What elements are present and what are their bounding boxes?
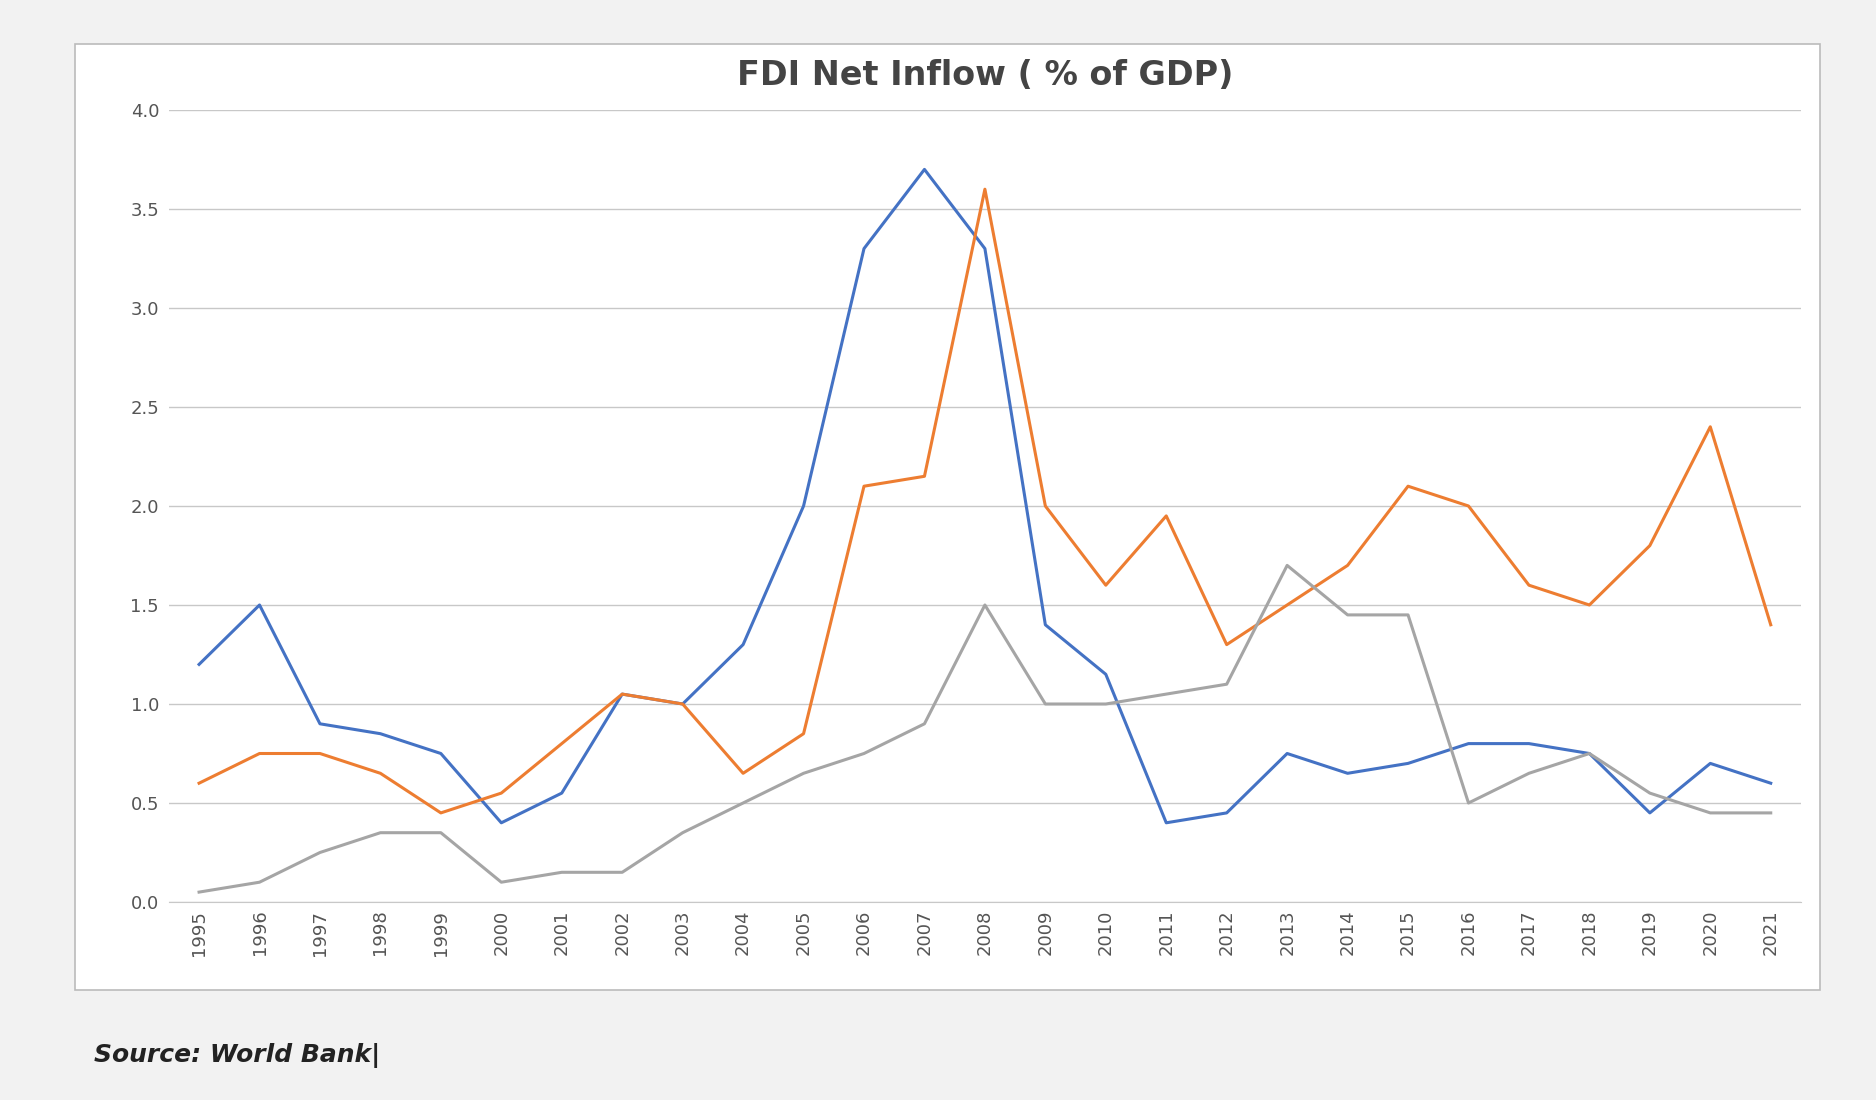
- Pakistan: [1276, 747, 1298, 760]
- Bangladesh: [430, 826, 452, 839]
- Pakistan: [974, 242, 996, 255]
- Pakistan: [612, 688, 634, 701]
- Pakistan: [1094, 668, 1116, 681]
- India: [1094, 579, 1116, 592]
- Bangladesh: [1336, 608, 1358, 622]
- Pakistan: [430, 747, 452, 760]
- Bangladesh: [792, 767, 814, 780]
- Title: FDI Net Inflow ( % of GDP): FDI Net Inflow ( % of GDP): [737, 59, 1233, 92]
- India: [792, 727, 814, 740]
- Bangladesh: [310, 846, 332, 859]
- India: [974, 183, 996, 196]
- Pakistan: [1518, 737, 1540, 750]
- Pakistan: [1398, 757, 1420, 770]
- Bangladesh: [370, 826, 392, 839]
- Bangladesh: [1578, 747, 1600, 760]
- Bangladesh: [1034, 697, 1056, 711]
- Pakistan: [1216, 806, 1238, 820]
- Pakistan: [792, 499, 814, 513]
- Bangladesh: [1518, 767, 1540, 780]
- Pakistan: [1578, 747, 1600, 760]
- Bangladesh: [1638, 786, 1660, 800]
- Pakistan: [1336, 767, 1358, 780]
- Pakistan: [1700, 757, 1722, 770]
- Bangladesh: [1094, 697, 1116, 711]
- Pakistan: [1458, 737, 1480, 750]
- India: [1034, 499, 1056, 513]
- Pakistan: [854, 242, 876, 255]
- Pakistan: [310, 717, 332, 730]
- India: [188, 777, 210, 790]
- Bangladesh: [1156, 688, 1178, 701]
- India: [1518, 579, 1540, 592]
- India: [248, 747, 270, 760]
- Bangladesh: [974, 598, 996, 612]
- India: [672, 697, 694, 711]
- India: [1156, 509, 1178, 522]
- India: [310, 747, 332, 760]
- Bangladesh: [1760, 806, 1782, 820]
- Pakistan: [1638, 806, 1660, 820]
- India: [1458, 499, 1480, 513]
- India: [430, 806, 452, 820]
- India: [1760, 618, 1782, 631]
- Bangladesh: [672, 826, 694, 839]
- Bangladesh: [1398, 608, 1420, 622]
- India: [1276, 598, 1298, 612]
- Line: Pakistan: Pakistan: [199, 169, 1771, 823]
- Bangladesh: [612, 866, 634, 879]
- Bangladesh: [1216, 678, 1238, 691]
- India: [1578, 598, 1600, 612]
- Bangladesh: [550, 866, 572, 879]
- Pakistan: [490, 816, 512, 829]
- Line: India: India: [199, 189, 1771, 813]
- Bangladesh: [914, 717, 936, 730]
- India: [612, 688, 634, 701]
- Bangladesh: [854, 747, 876, 760]
- Text: Source: World Bank|: Source: World Bank|: [94, 1044, 381, 1068]
- Pakistan: [370, 727, 392, 740]
- India: [550, 737, 572, 750]
- Pakistan: [1760, 777, 1782, 790]
- Bangladesh: [1700, 806, 1722, 820]
- Bangladesh: [188, 886, 210, 899]
- India: [1398, 480, 1420, 493]
- Bangladesh: [490, 876, 512, 889]
- India: [732, 767, 754, 780]
- Pakistan: [672, 697, 694, 711]
- Pakistan: [248, 598, 270, 612]
- India: [1700, 420, 1722, 433]
- India: [490, 786, 512, 800]
- Pakistan: [914, 163, 936, 176]
- Bangladesh: [1276, 559, 1298, 572]
- Pakistan: [550, 786, 572, 800]
- Bangladesh: [732, 796, 754, 810]
- Line: Bangladesh: Bangladesh: [199, 565, 1771, 892]
- Bangladesh: [1458, 796, 1480, 810]
- Pakistan: [1156, 816, 1178, 829]
- Pakistan: [732, 638, 754, 651]
- India: [854, 480, 876, 493]
- India: [1216, 638, 1238, 651]
- Pakistan: [1034, 618, 1056, 631]
- India: [370, 767, 392, 780]
- India: [1336, 559, 1358, 572]
- Pakistan: [188, 658, 210, 671]
- Bangladesh: [248, 876, 270, 889]
- India: [914, 470, 936, 483]
- India: [1638, 539, 1660, 552]
